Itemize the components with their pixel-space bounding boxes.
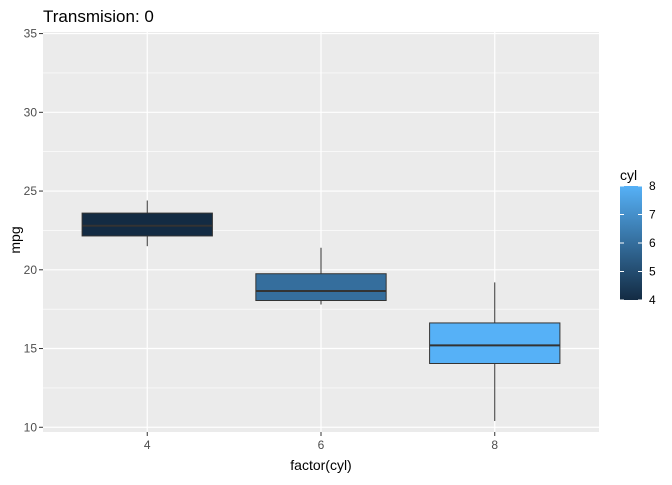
color-legend: cyl 4 5 6 7 8 <box>620 167 656 307</box>
legend-colorbar <box>620 186 642 300</box>
y-tick-label: 15 <box>24 342 38 356</box>
box-body <box>255 273 387 302</box>
legend-tick-label: 4 <box>649 293 656 307</box>
legend-ticks: 4 5 6 7 8 <box>620 179 656 307</box>
y-tick-label: 20 <box>24 263 38 277</box>
x-tick-label: 8 <box>491 438 498 452</box>
y-axis: 10 15 20 25 30 35 <box>24 27 43 434</box>
box-8 <box>429 282 561 421</box>
y-tick-label: 10 <box>24 420 38 434</box>
chart-title: Transmision: 0 <box>43 7 154 26</box>
legend-title: cyl <box>620 167 637 183</box>
box-6 <box>255 247 387 305</box>
y-tick-label: 30 <box>24 105 38 119</box>
legend-tick-label: 8 <box>649 179 656 193</box>
boxes-layer <box>81 200 561 421</box>
y-tick-label: 25 <box>24 184 38 198</box>
box-4 <box>81 200 213 247</box>
box-body <box>81 212 213 237</box>
x-tick-label: 4 <box>144 438 151 452</box>
legend-tick-label: 5 <box>649 265 656 279</box>
x-axis-label: factor(cyl) <box>290 457 351 473</box>
legend-tick-label: 6 <box>649 236 656 250</box>
y-tick-label: 35 <box>24 27 38 41</box>
legend-tick-label: 7 <box>649 208 656 222</box>
x-axis: 4 6 8 <box>144 432 498 452</box>
box-body <box>429 322 561 364</box>
y-axis-label: mpg <box>7 226 23 253</box>
x-tick-label: 6 <box>318 438 325 452</box>
